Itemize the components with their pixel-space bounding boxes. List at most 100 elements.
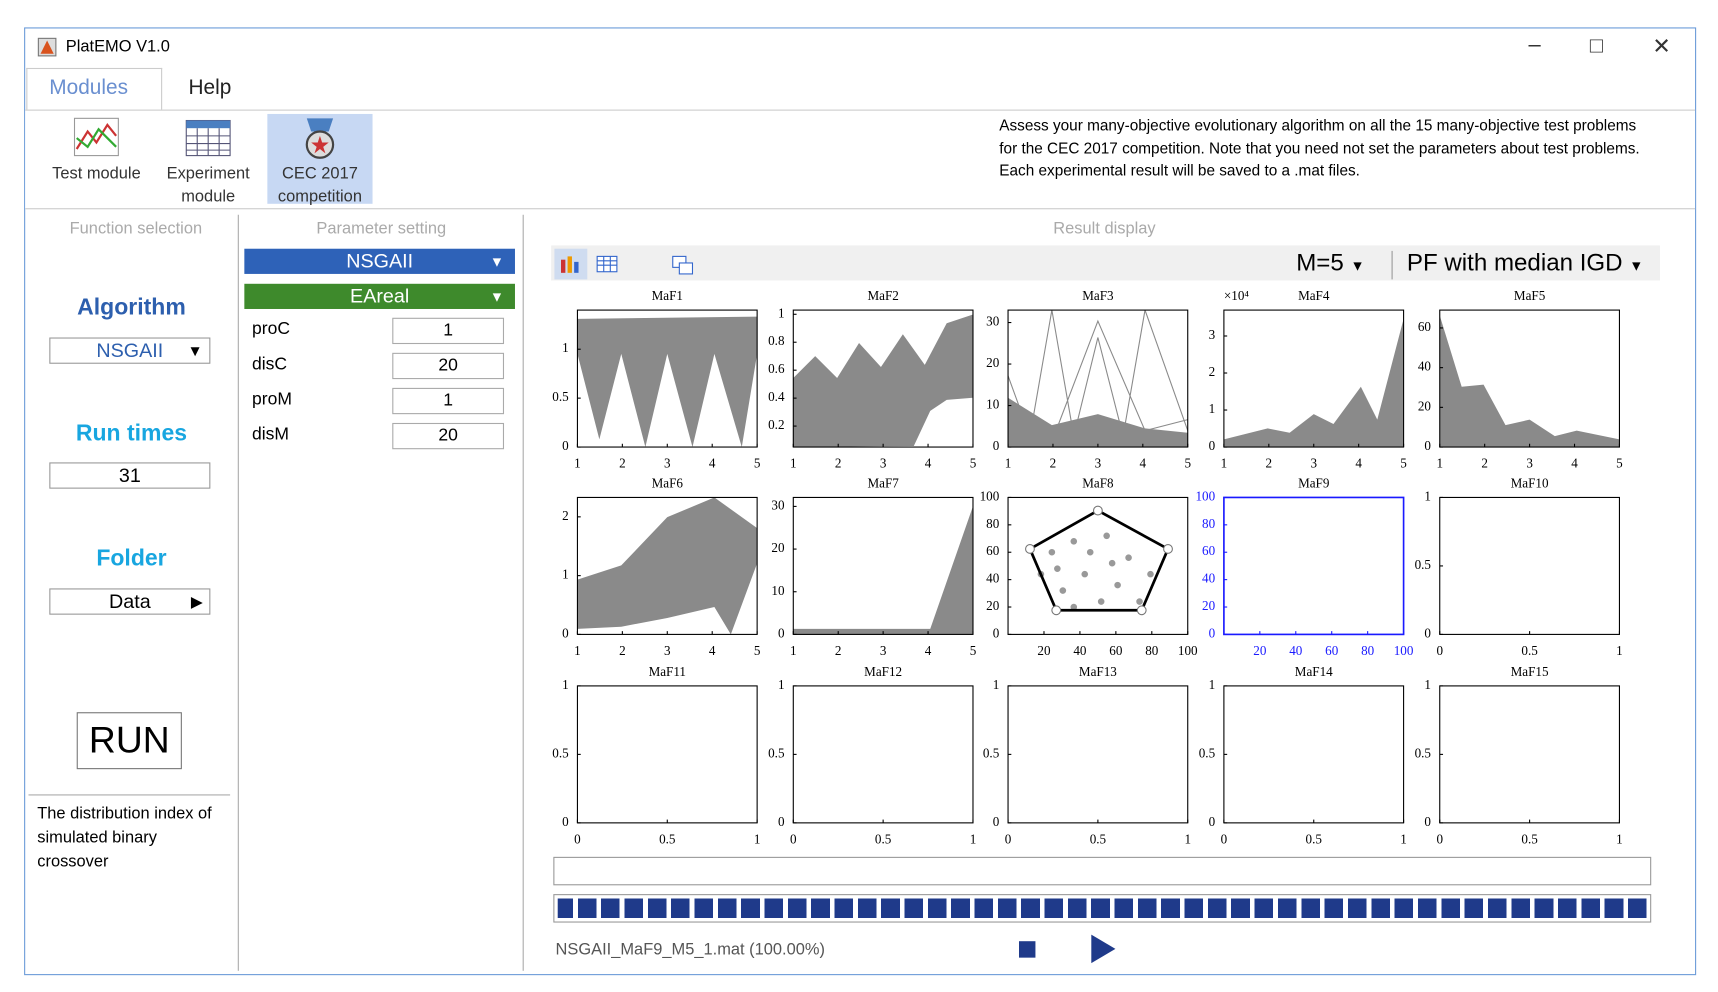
x-tick-label: 0.5	[1521, 643, 1538, 658]
objectives-dropdown[interactable]: M=5 ▼	[1296, 248, 1365, 277]
toolbar-label: Experiment module	[166, 164, 250, 206]
axes-frame	[1223, 496, 1405, 636]
x-tick-label: 4	[925, 643, 932, 658]
x-tick-label: 2	[619, 456, 626, 471]
x-tick-label: 3	[1526, 456, 1533, 471]
y-tick-label: 40	[1202, 571, 1216, 586]
table-view-button[interactable]	[596, 254, 618, 274]
x-tick-label: 0	[1436, 643, 1443, 658]
x-tick-label: 2	[1050, 456, 1057, 471]
log-box	[553, 856, 1652, 886]
toolbar-button[interactable]: Experiment module	[156, 114, 261, 206]
menu-tab[interactable]: Modules	[49, 76, 129, 100]
help-text: The distribution index of simulated bina…	[37, 804, 212, 872]
icon	[305, 118, 335, 159]
y-tick-label: 30	[986, 314, 1000, 329]
new-window-button[interactable]	[671, 254, 695, 276]
x-tick-label: 20	[1037, 643, 1051, 658]
y-tick-label: 1	[562, 567, 569, 582]
x-tick-label: 1	[1616, 643, 1623, 658]
y-tick-label: 20	[1418, 398, 1432, 413]
x-tick-label: 100	[1394, 643, 1414, 658]
play-button[interactable]	[1089, 934, 1117, 965]
x-tick-label: 0	[1436, 831, 1443, 846]
solution-plot	[793, 506, 973, 635]
solution-plot	[577, 316, 758, 448]
x-tick-label: 0.5	[1521, 831, 1538, 846]
x-tick-label: 100	[1178, 643, 1198, 658]
x-tick-label: 3	[664, 456, 671, 471]
x-tick-label: 60	[1109, 643, 1123, 658]
y-tick-label: 0.6	[768, 361, 785, 376]
y-tick-label: 1	[778, 677, 785, 692]
y-tick-label: 10	[986, 397, 1000, 412]
run-times-input[interactable]: 31	[49, 462, 211, 489]
y-tick-label: 0.5	[552, 389, 569, 404]
y-tick-label: 20	[986, 598, 1000, 613]
maximize[interactable]: □	[1589, 33, 1604, 59]
x-tick-label: 4	[1571, 456, 1578, 471]
y-tick-label: 1	[1209, 401, 1216, 416]
toolbar-label: Test module	[52, 164, 141, 183]
param-input[interactable]: 1	[392, 317, 505, 345]
toolbar-button[interactable]: Test module	[44, 114, 149, 204]
param-name: disC	[252, 355, 288, 374]
plot-title: MaF10	[1511, 475, 1549, 490]
icon	[560, 256, 579, 273]
y-tick-label: 0.5	[1415, 557, 1432, 572]
axes-frame	[576, 685, 758, 824]
run-button[interactable]: RUN	[76, 712, 182, 770]
y-tick-label: 0	[1424, 625, 1431, 640]
folder-button[interactable]: Data ▶	[49, 588, 211, 615]
x-tick-label: 1	[1400, 831, 1407, 846]
stop-button[interactable]	[1019, 941, 1036, 958]
close[interactable]: ✕	[1652, 35, 1671, 60]
y-tick-label: 0	[1424, 438, 1431, 453]
view-dropdown[interactable]: PF with median IGD ▼	[1406, 248, 1644, 277]
y-tick-label: 20	[771, 540, 785, 555]
x-tick-label: 2	[835, 456, 842, 471]
y-tick-label: 1	[1424, 488, 1431, 503]
app-icon	[37, 37, 57, 57]
y-tick-label: 40	[986, 571, 1000, 586]
x-tick-label: 1	[790, 456, 797, 471]
y-tick-label: 0	[993, 625, 1000, 640]
x-tick-label: 3	[880, 643, 887, 658]
x-tick-label: 1	[1221, 456, 1228, 471]
y-tick-label: 0	[1209, 814, 1216, 829]
param-name: disM	[252, 425, 290, 444]
x-tick-label: 5	[1616, 456, 1623, 471]
x-tick-label: 1	[970, 831, 977, 846]
x-tick-label: 0.5	[1090, 831, 1107, 846]
panel-heading: Function selection	[69, 219, 203, 238]
param-input[interactable]: 20	[392, 422, 505, 450]
y-tick-label: 1	[1424, 677, 1431, 692]
description-line: Each experimental result will be saved t…	[999, 161, 1360, 179]
toolbar-button[interactable]: CEC 2017 competition	[267, 113, 373, 206]
separator	[1391, 250, 1393, 280]
plot-title: MaF6	[652, 475, 684, 490]
minimize[interactable]: –	[1528, 32, 1541, 57]
operator-dropdown[interactable]: EAreal ▼	[244, 283, 515, 309]
algorithm-dropdown[interactable]: NSGAII ▼	[244, 248, 515, 274]
y-tick-label: 2	[1209, 364, 1216, 379]
y-tick-label: 1	[562, 340, 569, 355]
result-toolbar	[551, 245, 1660, 281]
x-tick-label: 4	[709, 643, 716, 658]
param-input[interactable]: 20	[392, 352, 505, 380]
y-tick-label: 0.5	[983, 745, 1000, 760]
x-tick-label: 0.5	[875, 831, 892, 846]
param-input[interactable]: 1	[392, 387, 505, 415]
menu-tab[interactable]: Help	[188, 76, 232, 100]
algorithm-dropdown[interactable]: NSGAII ▼	[49, 337, 211, 364]
x-tick-label: 0.5	[659, 831, 676, 846]
x-tick-label: 5	[754, 643, 761, 658]
plot-title: MaF12	[864, 664, 902, 679]
y-tick-label: 1	[562, 677, 569, 692]
solution-plot	[793, 314, 973, 448]
y-tick-label: 0	[1424, 814, 1431, 829]
axes-frame	[792, 496, 974, 635]
